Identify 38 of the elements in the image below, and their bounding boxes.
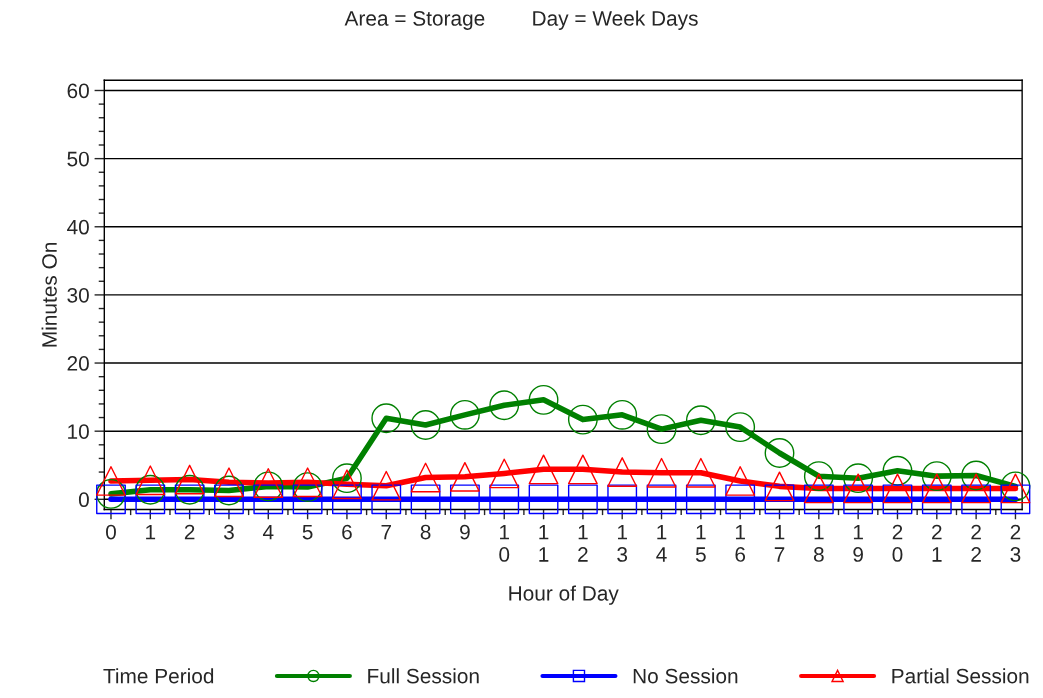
- x-tick-label: 2: [184, 524, 195, 540]
- y-tick-label: 60: [67, 83, 89, 99]
- x-tick-label: 3: [223, 524, 234, 540]
- x-tick-label: 6: [342, 524, 352, 540]
- chart-title: Area = Storage Day = Week Days: [344, 10, 698, 30]
- y-tick-label: 30: [67, 287, 89, 303]
- y-axis-title: Minutes On: [41, 242, 57, 347]
- x-tick-label: 18: [813, 524, 824, 562]
- legend-label: Partial Session: [892, 668, 1029, 684]
- x-tick-label: 22: [971, 524, 981, 562]
- y-tick-label: 0: [78, 492, 89, 508]
- x-tick-label: 19: [853, 524, 863, 562]
- x-tick-label: 7: [381, 524, 392, 540]
- x-tick-label: 4: [262, 524, 274, 540]
- x-tick-label: 1 2: [578, 524, 588, 562]
- legend-label: No Session: [633, 668, 738, 684]
- y-tick-label: 20: [67, 356, 89, 371]
- y-tick-label: 40: [67, 219, 89, 235]
- x-tick-label: 10: [499, 524, 510, 562]
- x-tick-label: 16: [735, 524, 746, 562]
- x-tick-label: 15: [695, 524, 706, 562]
- x-tick-label: 9: [460, 524, 470, 540]
- y-tick-label: 50: [67, 151, 89, 167]
- x-tick-label: 5: [302, 524, 313, 540]
- legend-title: Time Period: [103, 668, 214, 684]
- x-tick-label: 21: [932, 524, 942, 562]
- x-tick-label: 11: [539, 524, 549, 562]
- x-tick-label: 0: [106, 524, 116, 540]
- x-tick-label: 8: [420, 524, 431, 540]
- x-tick-label: 17: [774, 524, 785, 562]
- legend-label: Full Session: [368, 668, 479, 684]
- x-tick-label: 1: [146, 524, 156, 540]
- x-tick-label: 20: [892, 524, 903, 562]
- x-tick-label: 23: [1010, 524, 1021, 562]
- x-tick-label: 13: [617, 524, 628, 562]
- x-tick-label: 14: [656, 524, 667, 562]
- y-tick-label: 10: [68, 424, 89, 439]
- x-axis-title: Hour of Day: [509, 585, 619, 605]
